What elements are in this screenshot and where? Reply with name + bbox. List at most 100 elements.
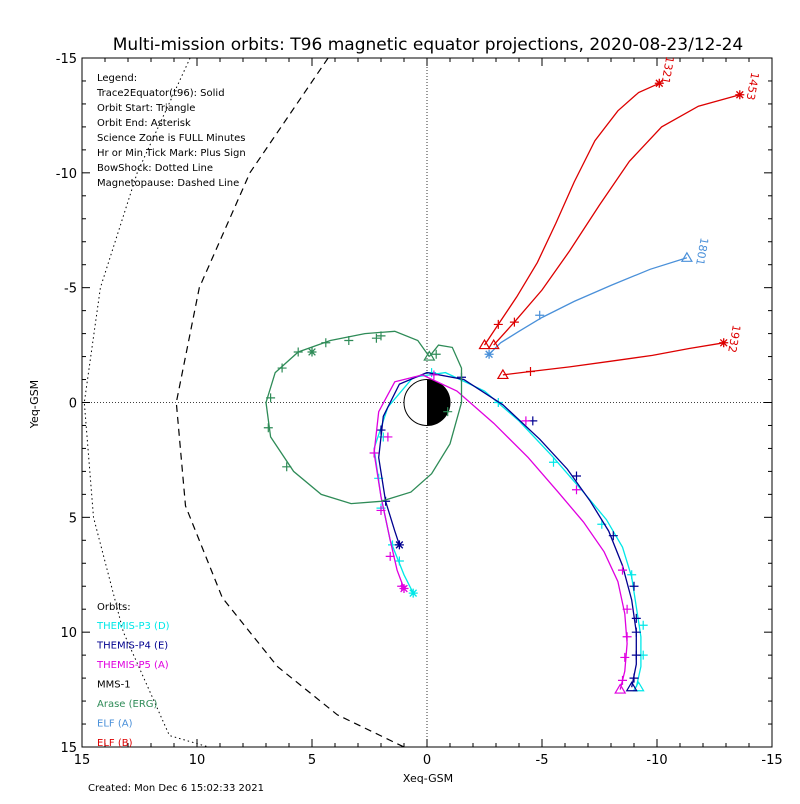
tick-mark-plus xyxy=(618,565,627,575)
magnetopause-line xyxy=(175,57,405,748)
axes-layer: 15 10 5 0 -5 -10 -15 -15 -10 -5 0 5 10 15 xyxy=(56,52,783,768)
orbit-line xyxy=(483,82,660,346)
earth-layer xyxy=(403,379,451,426)
legend-entry: Legend: xyxy=(97,73,137,84)
tick-mark-plus xyxy=(509,317,519,327)
tick-mark-plus xyxy=(572,471,581,481)
tick-mark-plus xyxy=(376,331,386,341)
elf-time-label: 1321 xyxy=(659,55,677,85)
tick-mark-plus xyxy=(622,632,632,642)
tick-mark-plus xyxy=(549,457,558,467)
tick-mark-plus xyxy=(526,366,535,376)
orbit-line xyxy=(378,371,637,688)
x-axis-label: Xeq-GSM xyxy=(403,772,453,785)
x-tick-label: 10 xyxy=(189,753,206,768)
orbit-start-triangle xyxy=(478,338,491,350)
tick-mark-plus xyxy=(631,613,641,623)
orbit-series xyxy=(376,371,641,692)
series-layer: 1321 1453 1801 1932 xyxy=(263,55,762,694)
tick-mark-plus xyxy=(394,556,404,566)
orbit-line xyxy=(488,257,688,355)
tick-mark-plus xyxy=(344,335,354,345)
tick-mark-plus xyxy=(629,581,639,591)
elf-time-label: 1453 xyxy=(744,71,762,101)
orbit-start-triangle xyxy=(625,681,638,692)
orbit-series xyxy=(263,330,463,505)
tick-mark-plus xyxy=(263,423,273,433)
orbit-start-triangle xyxy=(614,683,627,694)
tick-mark-plus xyxy=(383,432,393,442)
tick-mark-plus xyxy=(431,349,441,359)
x-tick-label: 15 xyxy=(74,753,91,768)
orbit-series xyxy=(484,251,693,359)
tick-mark-plus xyxy=(429,370,439,380)
orbit-start-triangle xyxy=(487,338,500,350)
y-tick-label: 0 xyxy=(69,397,77,412)
tick-mark-plus xyxy=(521,416,531,426)
legend-layer: Legend: Trace2Equator(t96): Solid Orbit St… xyxy=(96,73,246,749)
tick-mark-plus xyxy=(376,425,386,435)
tick-mark-plus xyxy=(572,485,581,495)
orbit-start-triangle xyxy=(680,251,693,262)
tick-mark-plus xyxy=(638,620,648,630)
boundaries-layer xyxy=(83,57,405,748)
x-tick-label: -10 xyxy=(646,753,667,768)
orbit-series xyxy=(369,370,632,694)
tick-mark-plus xyxy=(631,650,641,660)
tick-mark-plus xyxy=(293,347,303,357)
tick-mark-plus xyxy=(376,505,386,515)
elf-time-label: 1801 xyxy=(693,237,711,267)
orbit-start-triangle xyxy=(423,350,436,361)
y-tick-label: -10 xyxy=(56,167,77,182)
tick-mark-plus xyxy=(629,673,639,683)
chart-title: Multi-mission orbits: T96 magnetic equat… xyxy=(113,35,744,55)
tick-mark-plus xyxy=(282,462,292,472)
y-tick-label: 5 xyxy=(69,511,77,526)
orbit-end-asterisk xyxy=(719,338,729,348)
x-tick-label: 5 xyxy=(308,753,316,768)
tick-mark-plus xyxy=(627,570,637,580)
orbit-start-triangle xyxy=(632,681,645,692)
tick-mark-plus xyxy=(443,407,453,417)
created-timestamp: Created: Mon Dec 6 15:02:33 2021 xyxy=(88,783,264,794)
tick-mark-plus xyxy=(277,363,287,373)
tick-mark-plus xyxy=(622,604,632,614)
tick-mark-plus xyxy=(369,448,379,458)
orbit-series xyxy=(496,338,729,380)
orbit-start-triangle xyxy=(496,368,509,380)
orbits-legend-entry: ELF (B) xyxy=(97,738,133,749)
legend-entry: Science Zone is FULL Minutes xyxy=(97,133,246,144)
tick-mark-plus xyxy=(266,393,276,403)
tick-mark-plus xyxy=(620,652,630,662)
elf-time-label: 1932 xyxy=(725,324,743,354)
orbits-legend-entry: THEMIS-P4 (E) xyxy=(96,641,168,652)
y-tick-label: -15 xyxy=(56,52,77,67)
legend-entry: Trace2Equator(t96): Solid xyxy=(96,88,225,99)
orbits-legend-heading: Orbits: xyxy=(97,602,131,613)
y-axis-label: Yeq-GSM xyxy=(28,380,41,429)
earth-night-side xyxy=(427,379,450,426)
legend-entry: Hr or Min Tick Mark: Plus Sign xyxy=(97,148,246,159)
orbit-end-asterisk xyxy=(408,588,418,598)
orbits-legend-entry: MMS-1 xyxy=(97,680,131,691)
tick-mark-plus xyxy=(618,675,627,685)
x-tick-label: -15 xyxy=(761,753,782,768)
x-tick-label: -5 xyxy=(536,753,549,768)
orbits-legend-entry: THEMIS-P5 (A) xyxy=(96,660,169,671)
orbit-line xyxy=(265,330,463,505)
orbit-end-asterisk xyxy=(735,90,745,100)
orbit-line xyxy=(493,94,740,346)
orbit-end-asterisk xyxy=(654,78,664,88)
tick-mark-plus xyxy=(371,333,381,343)
tick-mark-plus xyxy=(385,551,395,561)
x-tick-label: 0 xyxy=(423,753,431,768)
tick-mark-plus xyxy=(321,338,331,348)
orbits-legend-entry: ELF (A) xyxy=(97,719,133,730)
tick-mark-plus xyxy=(608,531,618,541)
legend-entry: BowShock: Dotted Line xyxy=(97,163,213,174)
y-tick-label: 15 xyxy=(60,741,77,756)
orbit-end-asterisk xyxy=(399,584,409,594)
tick-mark-plus xyxy=(535,310,545,320)
